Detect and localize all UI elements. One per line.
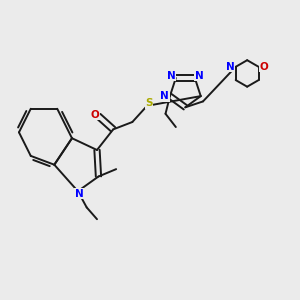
Text: N: N	[160, 91, 169, 101]
Text: N: N	[226, 62, 235, 72]
Text: N: N	[75, 189, 84, 199]
Text: N: N	[195, 71, 204, 81]
Text: O: O	[91, 110, 99, 120]
Text: N: N	[167, 71, 176, 81]
Text: O: O	[260, 62, 268, 72]
Text: S: S	[146, 98, 153, 109]
